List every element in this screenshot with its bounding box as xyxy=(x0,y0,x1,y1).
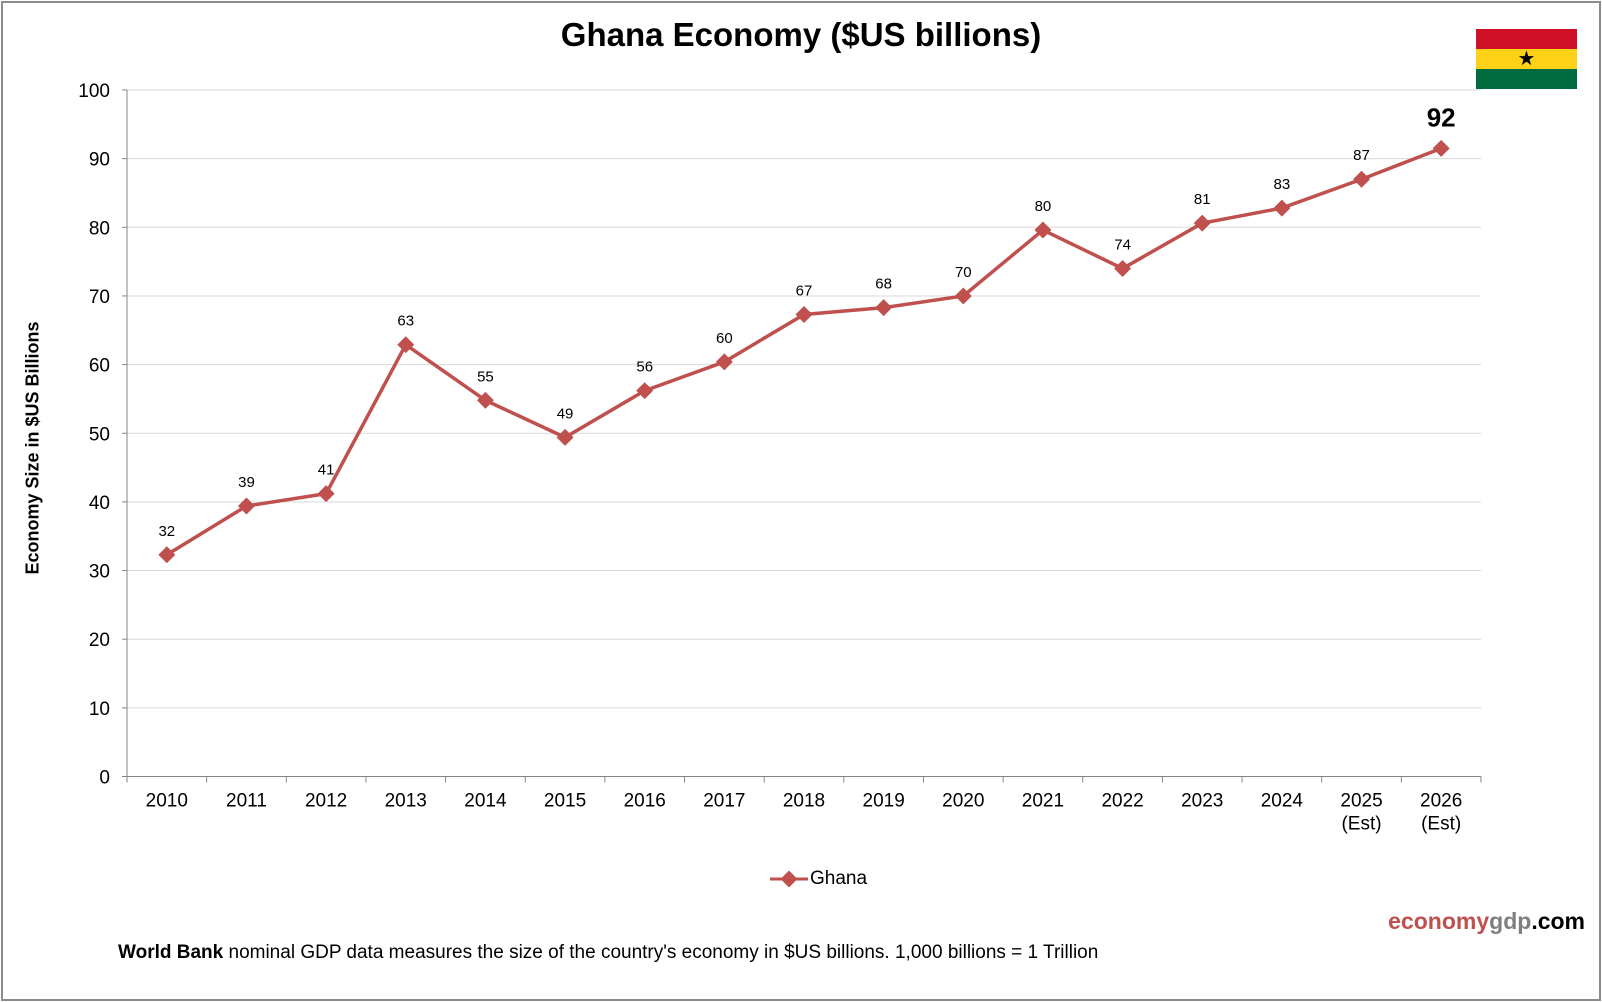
data-point xyxy=(556,428,574,446)
y-tick-label: 70 xyxy=(89,287,110,308)
x-tick-label: 2022 xyxy=(1101,791,1143,812)
data-point xyxy=(636,382,654,400)
brand-part1: economy xyxy=(1388,908,1490,934)
data-point xyxy=(715,353,733,371)
x-tick-label: 2012 xyxy=(305,791,347,812)
footnote: World Bank nominal GDP data measures the… xyxy=(118,942,1098,964)
x-tick-label: (Est) xyxy=(1421,814,1461,835)
data-label: 41 xyxy=(318,462,335,479)
x-tick-label: 2023 xyxy=(1181,791,1223,812)
x-tick-label: 2019 xyxy=(863,791,905,812)
data-point xyxy=(158,546,176,564)
data-point xyxy=(1273,199,1291,217)
x-tick-label: 2011 xyxy=(226,791,267,812)
y-tick-label: 10 xyxy=(89,699,110,720)
brand-link[interactable]: economygdp.com xyxy=(1388,908,1585,935)
data-label: 68 xyxy=(875,276,892,293)
data-point xyxy=(1353,170,1371,188)
x-tick-label: 2025 xyxy=(1340,791,1382,812)
data-label: 56 xyxy=(636,359,653,376)
data-label: 80 xyxy=(1035,198,1052,215)
data-label: 60 xyxy=(716,330,733,347)
data-label: 83 xyxy=(1274,176,1291,193)
data-label: 67 xyxy=(796,282,813,299)
x-tick-label: 2017 xyxy=(703,791,745,812)
data-point xyxy=(954,287,972,305)
y-tick-label: 80 xyxy=(89,218,110,239)
data-point xyxy=(1432,139,1450,157)
x-tick-label: 2014 xyxy=(464,791,507,812)
data-point xyxy=(875,299,893,317)
y-tick-label: 60 xyxy=(89,356,110,377)
x-tick-label: 2015 xyxy=(544,791,586,812)
y-tick-label: 40 xyxy=(89,493,110,514)
ghana-flag-icon: ★ xyxy=(1476,29,1577,89)
y-tick-label: 50 xyxy=(89,424,110,445)
footnote-source: World Bank xyxy=(118,942,224,963)
data-point xyxy=(476,391,494,409)
chart-title: Ghana Economy ($US billions) xyxy=(560,16,1042,53)
data-point xyxy=(397,336,415,354)
data-label: 70 xyxy=(955,264,972,281)
data-label: 49 xyxy=(557,405,574,422)
data-label: 81 xyxy=(1194,191,1211,208)
y-tick-label: 100 xyxy=(78,81,110,102)
x-tick-label: 2013 xyxy=(385,791,427,812)
data-point xyxy=(1193,214,1211,232)
data-label: 32 xyxy=(158,523,175,540)
y-tick-label: 90 xyxy=(89,150,110,171)
data-point xyxy=(317,485,335,503)
data-point xyxy=(237,497,255,515)
y-tick-label: 20 xyxy=(89,630,110,651)
data-label: 92 xyxy=(1427,102,1456,132)
x-tick-label: 2016 xyxy=(624,791,666,812)
series-line xyxy=(165,146,1442,557)
x-tick-label: 2020 xyxy=(942,791,984,812)
x-tick-label: 2024 xyxy=(1261,791,1304,812)
y-tick-label: 30 xyxy=(89,562,110,583)
footnote-text: nominal GDP data measures the size of th… xyxy=(223,942,1099,963)
x-tick-label: 2018 xyxy=(783,791,825,812)
data-label: 74 xyxy=(1114,236,1131,253)
data-label: 87 xyxy=(1353,147,1370,164)
y-tick-label: 0 xyxy=(99,768,110,789)
x-tick-label: 2021 xyxy=(1022,791,1064,812)
data-point xyxy=(1114,260,1132,277)
x-tick-label: 2026 xyxy=(1420,791,1462,812)
legend: Ghana xyxy=(768,868,867,890)
legend-label: Ghana xyxy=(810,868,868,889)
brand-part3: .com xyxy=(1531,908,1585,934)
x-tick-label: (Est) xyxy=(1341,814,1381,835)
x-tick-label: 2010 xyxy=(146,791,188,812)
data-label: 63 xyxy=(397,313,414,330)
brand-part2: gdp xyxy=(1489,908,1532,934)
data-label: 39 xyxy=(238,474,255,491)
data-point xyxy=(795,306,813,323)
data-label: 55 xyxy=(477,368,494,385)
legend-marker-icon xyxy=(770,870,808,888)
